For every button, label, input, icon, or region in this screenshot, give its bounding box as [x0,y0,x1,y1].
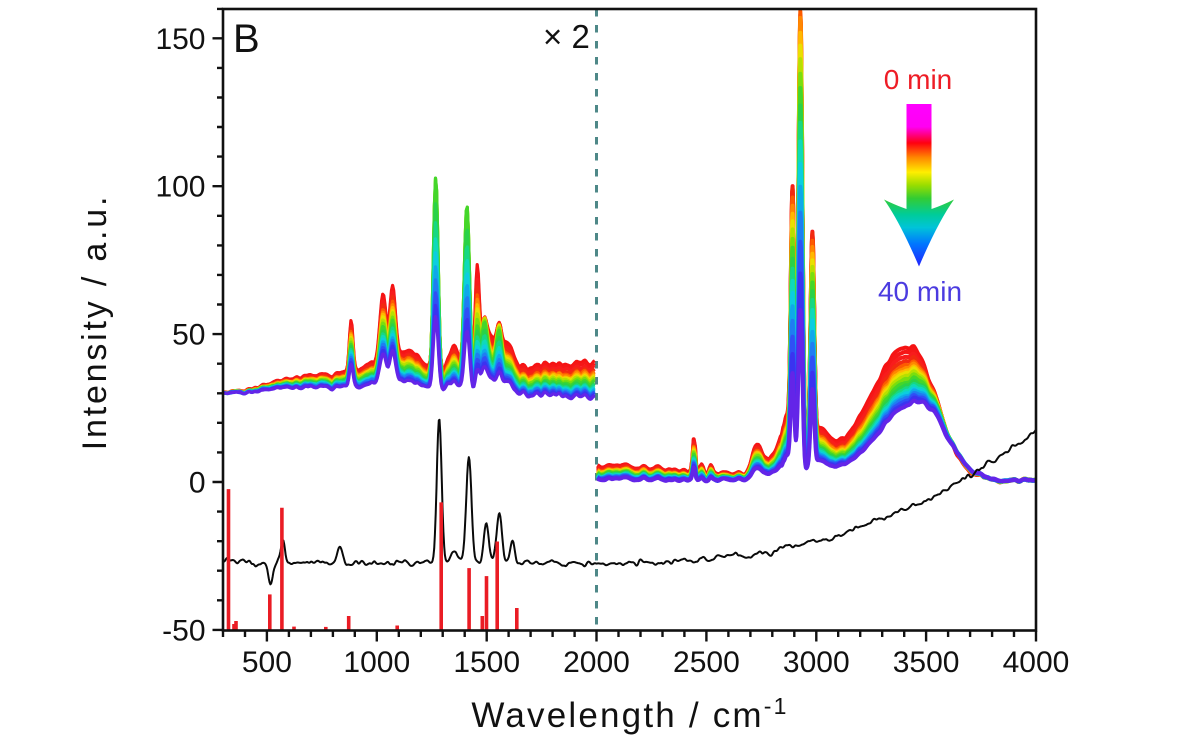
svg-text:Wavelength / cm-1: Wavelength / cm-1 [471,693,788,735]
svg-text:3000: 3000 [783,646,850,679]
svg-text:B: B [233,17,260,61]
svg-text:3500: 3500 [893,646,960,679]
svg-text:1000: 1000 [343,646,410,679]
svg-text:500: 500 [242,646,292,679]
svg-text:50: 50 [172,319,205,352]
svg-text:2000: 2000 [563,646,630,679]
svg-text:2500: 2500 [673,646,740,679]
svg-text:150: 150 [155,23,205,56]
svg-text:0: 0 [189,467,206,500]
svg-text:100: 100 [155,171,205,204]
svg-text:0 min: 0 min [884,64,952,95]
svg-text:-50: -50 [162,614,205,647]
svg-text:40 min: 40 min [878,276,962,307]
svg-text:4000: 4000 [1003,646,1070,679]
svg-text:× 2: × 2 [543,18,590,55]
svg-text:Intensity / a.u.: Intensity / a.u. [76,194,114,450]
svg-text:1500: 1500 [453,646,520,679]
